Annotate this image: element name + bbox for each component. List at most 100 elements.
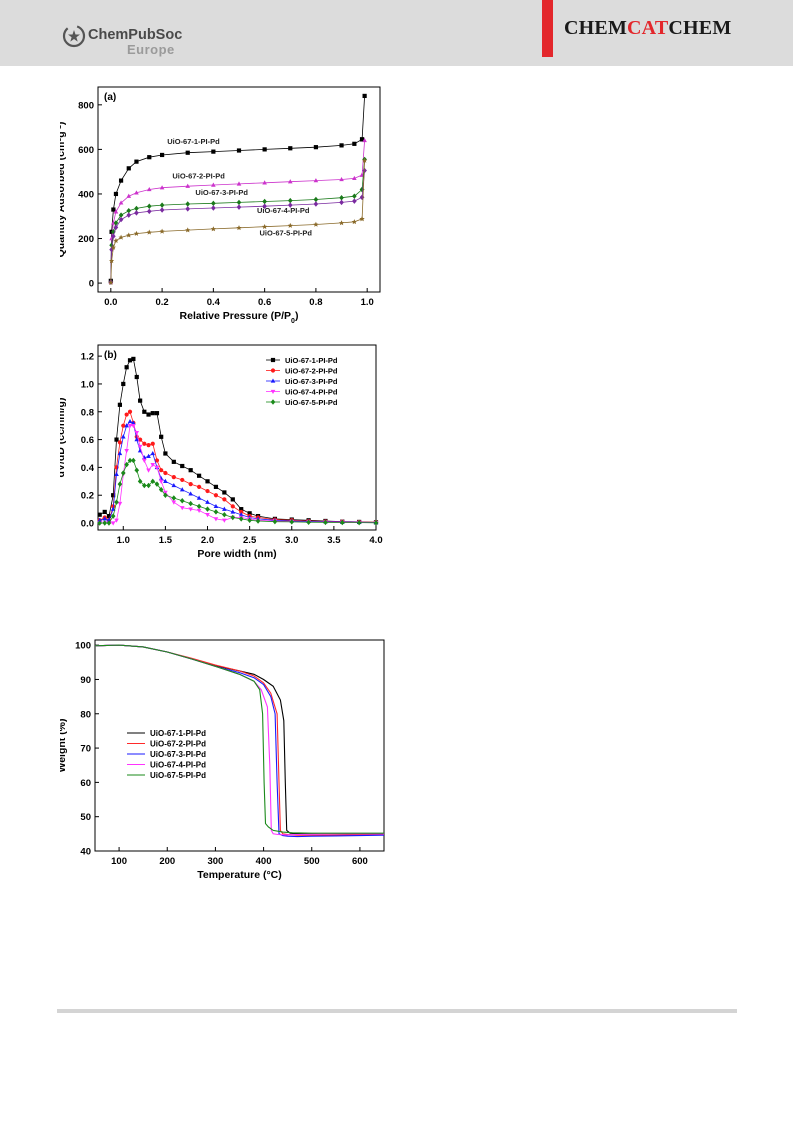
- brand-region: Europe: [127, 42, 175, 57]
- data-point: [117, 440, 123, 445]
- legend-label: UiO-67-3-PI-Pd: [285, 377, 338, 386]
- data-point: [179, 487, 185, 492]
- legend-marker: [270, 399, 276, 405]
- y-tick-label: 600: [78, 145, 94, 156]
- series-label: UiO-67-1-PI-Pd: [167, 137, 220, 146]
- series-line: [110, 174, 363, 283]
- data-point: [126, 212, 132, 218]
- legend-label: UiO-67-1-PI-Pd: [150, 729, 206, 738]
- y-tick-label: 0: [89, 279, 94, 290]
- legend-label: UiO-67-3-PI-Pd: [150, 750, 206, 759]
- data-point: [97, 512, 102, 517]
- plot-frame: [94, 639, 385, 852]
- data-point: [196, 473, 202, 478]
- data-point: [146, 186, 152, 192]
- panel-label: (a): [104, 92, 116, 103]
- series-line: [110, 139, 363, 281]
- data-point: [205, 479, 210, 484]
- data-point: [171, 459, 176, 464]
- data-point: [188, 491, 193, 496]
- data-point: [236, 225, 242, 231]
- series-line: [94, 644, 384, 835]
- data-point: [356, 519, 362, 526]
- data-point: [124, 423, 129, 428]
- series-line: [94, 644, 384, 836]
- data-point: [118, 216, 124, 223]
- data-point: [205, 499, 210, 504]
- data-point: [118, 234, 124, 240]
- data-point: [159, 202, 165, 208]
- legend-label: UiO-67-5-PI-Pd: [285, 398, 338, 407]
- chempubsoc-logo-icon: [62, 24, 86, 48]
- y-tick-label: 400: [78, 189, 94, 200]
- data-point: [111, 229, 116, 235]
- data-point: [179, 506, 185, 511]
- x-tick-label: 600: [352, 856, 368, 867]
- data-point: [362, 157, 368, 163]
- x-tick-label: 1.5: [159, 535, 173, 546]
- x-axis-label: Pore width (nm): [197, 548, 276, 560]
- data-point: [230, 509, 236, 514]
- legend-marker: [270, 389, 276, 395]
- data-point: [137, 444, 143, 450]
- x-tick-label: 0.4: [207, 297, 221, 308]
- x-tick-label: 0.0: [104, 297, 117, 308]
- x-tick-label: 500: [304, 856, 320, 867]
- data-point: [185, 183, 191, 188]
- data-point: [114, 437, 119, 442]
- journal-name-part2: CAT: [627, 17, 669, 39]
- data-point: [126, 232, 132, 238]
- journal-name-part1: CHEM: [564, 17, 628, 39]
- data-point: [150, 441, 155, 446]
- data-point: [230, 497, 235, 502]
- data-point: [159, 207, 165, 213]
- data-point: [113, 209, 119, 214]
- series-UiO-67-3-PI-Pd: UiO-67-3-PI-Pd: [108, 156, 367, 285]
- data-point: [213, 517, 219, 522]
- data-point: [362, 167, 367, 174]
- data-point: [131, 420, 136, 425]
- data-point: [131, 457, 136, 464]
- data-point: [163, 451, 168, 456]
- data-point: [126, 166, 131, 171]
- chart-tga: 100 200 300 400 500 600 40 50 60 70 80 90 100 Tempera…: [60, 639, 385, 881]
- data-point: [154, 465, 160, 470]
- chart-pore-size: 1.0 1.5 2.0 2.5 3.0 3.5 4.0 0.0 0.2 0.4 0.6 0.8 1.0 1…: [60, 344, 383, 560]
- data-point: [287, 222, 293, 228]
- x-tick-label: 2.0: [201, 535, 214, 546]
- chart-isotherms: 0.0 0.2 0.4 0.6 0.8 1.0 0 200 400 600 800 Relative …: [60, 86, 381, 325]
- y-tick-label: 0.0: [81, 519, 94, 530]
- data-point: [118, 178, 124, 183]
- data-point: [146, 468, 151, 473]
- data-point: [205, 513, 210, 518]
- y-tick-label: 800: [78, 100, 94, 111]
- data-point: [239, 509, 244, 515]
- data-point: [323, 519, 328, 526]
- data-point: [154, 411, 160, 416]
- data-point: [114, 499, 119, 505]
- data-point: [117, 501, 123, 507]
- data-point: [131, 423, 136, 429]
- data-point: [185, 206, 191, 212]
- data-point: [106, 513, 112, 519]
- data-point: [211, 200, 216, 207]
- data-point: [111, 207, 116, 212]
- y-tick-label: 1.2: [81, 352, 94, 363]
- data-point: [113, 191, 119, 197]
- y-tick-label: 90: [80, 675, 91, 686]
- journal-name: CHEMCATCHEM: [564, 17, 731, 40]
- y-tick-label: 70: [80, 744, 91, 755]
- data-point: [352, 193, 357, 199]
- plot-frame: [97, 86, 381, 293]
- data-point: [211, 149, 216, 154]
- data-point: [205, 488, 210, 494]
- series-line: [94, 644, 385, 836]
- x-tick-label: 3.5: [327, 535, 341, 546]
- data-point: [108, 279, 114, 285]
- data-point: [150, 411, 155, 416]
- data-point: [102, 520, 108, 526]
- data-point: [163, 478, 168, 483]
- series-line-desorption: [361, 95, 365, 140]
- series-line: [99, 421, 377, 523]
- data-point: [134, 159, 139, 164]
